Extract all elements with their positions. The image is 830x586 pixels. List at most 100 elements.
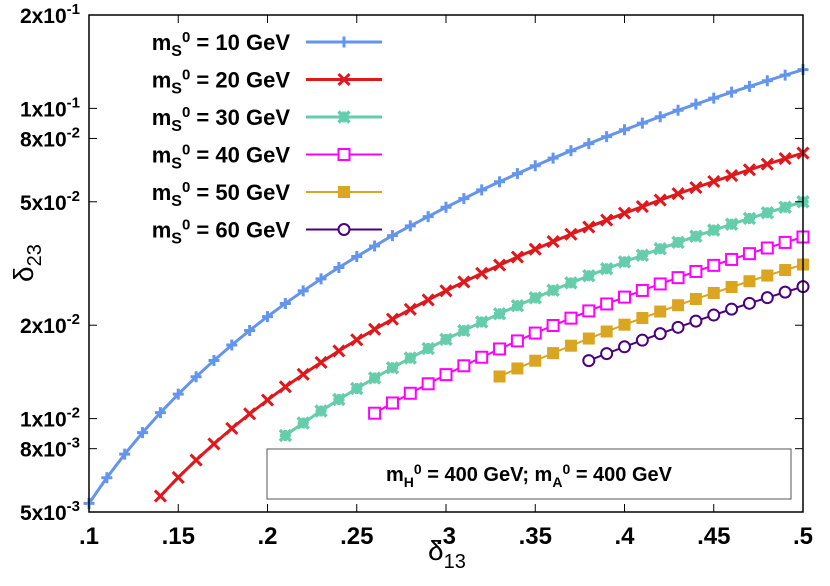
data-point [636,117,648,129]
data-point [529,160,541,172]
series-5 [493,258,809,383]
data-point [457,323,471,338]
data-point [421,341,435,356]
data-point [207,437,221,451]
data-point [618,340,631,354]
data-point [208,354,220,366]
data-point [260,393,275,407]
data-point [546,283,560,298]
data-point [600,213,614,227]
data-point [761,75,773,87]
data-point [101,472,113,484]
legend-entry: mS0 = 30 GeV [152,104,382,135]
data-point [492,258,507,272]
x-tick-label: .5 [793,523,813,550]
series-line [87,68,804,505]
legend-label: mS0 = 10 GeV [152,29,291,60]
data-point [582,304,596,318]
data-point [725,169,739,183]
data-point [690,98,702,110]
data-point [137,427,149,439]
annotation-box: mH0 = 400 GeV; mA0 = 400 GeV [266,448,792,500]
data-point [761,269,774,282]
data-point [707,286,720,299]
legend-label: mS0 = 30 GeV [152,104,291,135]
series-line [374,236,804,415]
data-point [510,334,524,348]
legend-marker [337,223,351,236]
data-point [457,359,471,373]
data-point [707,258,721,272]
data-point [671,235,685,250]
legend-entry: mS0 = 40 GeV [152,142,382,173]
data-point [314,355,328,369]
data-point [494,176,506,188]
data-point [368,406,382,420]
data-point [636,312,649,325]
y-tick-label: 5x10-3 [20,498,80,525]
data-point [546,318,560,332]
data-point [600,347,614,361]
data-point [582,268,596,283]
y-tick-label: 1x10-2 [20,405,80,432]
data-point [671,320,685,334]
data-point [547,152,559,164]
data-point [565,145,577,157]
data-point [778,235,792,249]
data-point [742,247,756,261]
data-point [476,184,488,196]
data-point [582,220,596,234]
data-point [689,264,703,278]
data-point [350,381,364,396]
data-point [458,193,470,205]
legend: mS0 = 10 GeV mS0 = 20 GeV mS0 = 30 GeV mS0 … [152,29,382,248]
y-tick-label: 2x10-1 [20,1,80,28]
data-point [333,261,345,273]
data-point [296,367,310,381]
data-point [244,324,256,336]
data-point [385,361,400,375]
data-point [296,416,310,430]
data-point [778,200,792,214]
data-point [618,290,631,304]
data-point [510,298,525,313]
data-point [689,314,703,328]
data-point [528,291,542,305]
data-point [760,241,774,255]
data-point [511,362,524,375]
data-point [654,305,667,318]
data-point [332,344,346,358]
data-point [779,264,792,277]
data-point [278,428,293,443]
data-point [403,386,417,400]
data-point [403,351,418,365]
legend-entry: mS0 = 10 GeV [152,29,382,60]
data-point [689,181,703,195]
data-point [672,104,684,116]
data-point [653,327,667,341]
legend-marker [338,36,350,48]
data-point [403,302,417,316]
data-point [778,285,792,299]
legend-marker [338,186,350,198]
x-tick-label: .35 [519,523,552,550]
data-point [225,421,239,435]
data-point [439,332,453,347]
data-point [743,275,756,288]
data-point [760,157,774,171]
data-point [707,223,721,237]
legend-marker [337,110,351,124]
data-point [385,396,399,410]
data-point [564,227,578,241]
data-point [743,80,755,92]
series-4 [368,230,810,420]
data-point [778,151,792,166]
data-point [262,311,273,323]
data-point [654,111,666,123]
data-point [725,281,738,294]
data-point [742,296,756,310]
axes: .1 .15 .2 .25 .3 .35 .4 .45 .5 2x10-1 1x10-1 8x10-2… [20,1,813,550]
data-point [315,273,327,285]
data-point [779,69,791,81]
legend-entry: mS0 = 50 GeV [152,179,382,210]
